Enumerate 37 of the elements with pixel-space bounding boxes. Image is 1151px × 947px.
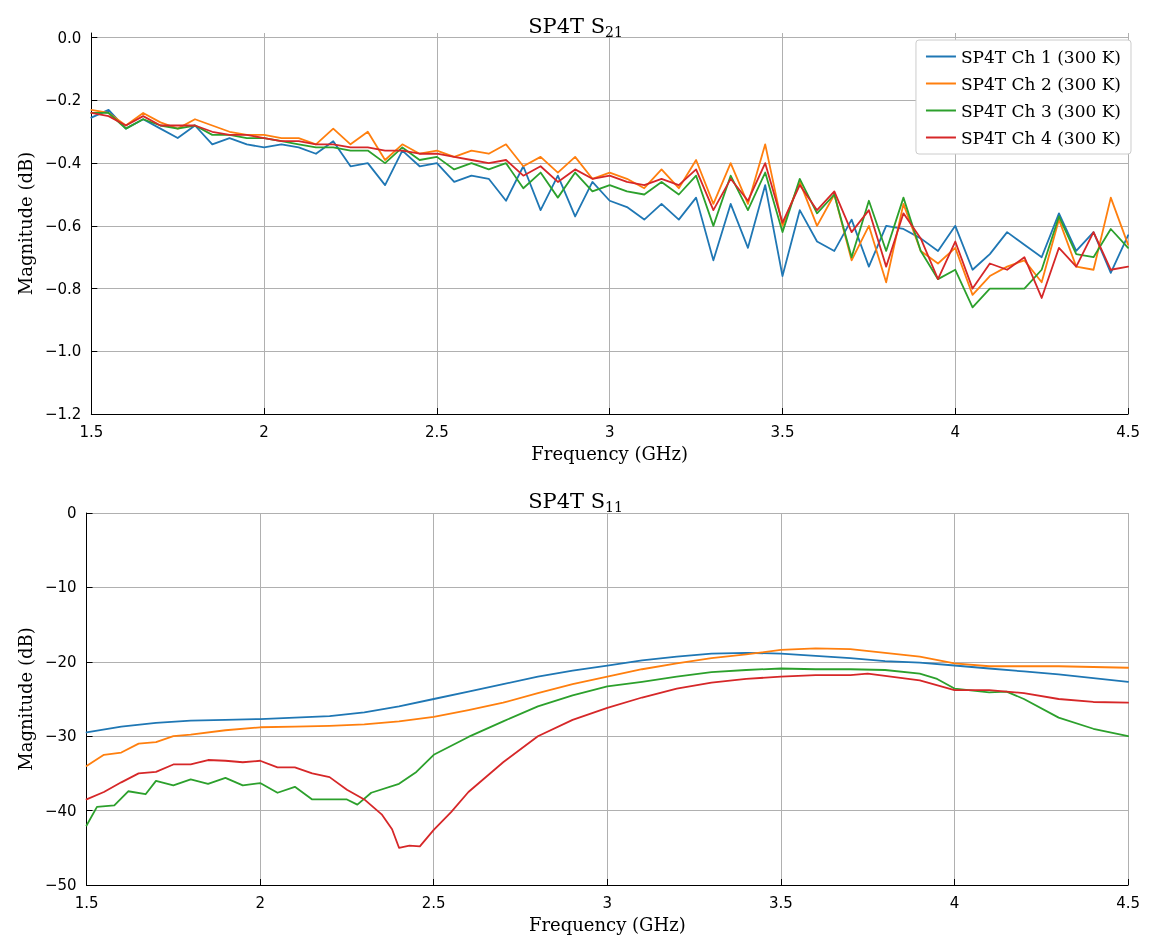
y-tick-label: −40 [44, 801, 77, 820]
x-tick-label: 3.5 [770, 422, 795, 441]
y-tick-label: −30 [44, 727, 77, 746]
x-tick-label: 4 [950, 422, 961, 441]
y-tick-label: −20 [44, 652, 77, 671]
x-tick-label: 3.5 [768, 893, 793, 912]
legend-label: SP4T Ch 4 (300 K) [960, 127, 1122, 148]
x-axis-title: Frequency (GHz) [531, 442, 689, 464]
y-tick-label: −1.2 [44, 405, 82, 423]
line-series [85, 647, 1129, 767]
y-tick-label: −1.0 [44, 342, 82, 361]
x-tick-label: 2.5 [424, 422, 449, 441]
y-tick-label: 0.0 [57, 28, 82, 47]
x-axis-title: Frequency (GHz) [528, 913, 686, 935]
y-tick-label: −0.6 [44, 216, 82, 235]
x-tick-label: 2 [259, 422, 269, 441]
x-tick-label: 4.5 [1116, 422, 1140, 441]
y-tick-label: −10 [44, 578, 77, 597]
x-tick-label: 1.5 [79, 422, 104, 441]
y-tick-label: 0 [67, 504, 77, 522]
y-axis-title: Magnitude (dB) [14, 627, 36, 771]
x-tick-label: 4 [949, 893, 960, 912]
x-tick-label: 2.5 [421, 893, 446, 912]
x-tick-label: 3 [604, 422, 615, 441]
x-tick-label: 2 [255, 893, 265, 912]
x-tick-label: 1.5 [74, 893, 99, 912]
legend-label: SP4T Ch 2 (300 K) [960, 73, 1122, 94]
y-tick-label: −0.2 [44, 91, 82, 110]
x-tick-label: 3 [602, 893, 613, 912]
legend-label: SP4T Ch 1 (300 K) [960, 46, 1122, 67]
legend-label: SP4T Ch 3 (300 K) [960, 100, 1122, 121]
y-tick-label: −50 [44, 876, 77, 894]
y-tick-label: −0.8 [44, 279, 82, 298]
line-series [85, 651, 1129, 734]
y-tick-label: −0.4 [44, 154, 82, 173]
x-tick-label: 4.5 [1116, 893, 1140, 912]
y-axis-title: Magnitude (dB) [14, 151, 36, 296]
